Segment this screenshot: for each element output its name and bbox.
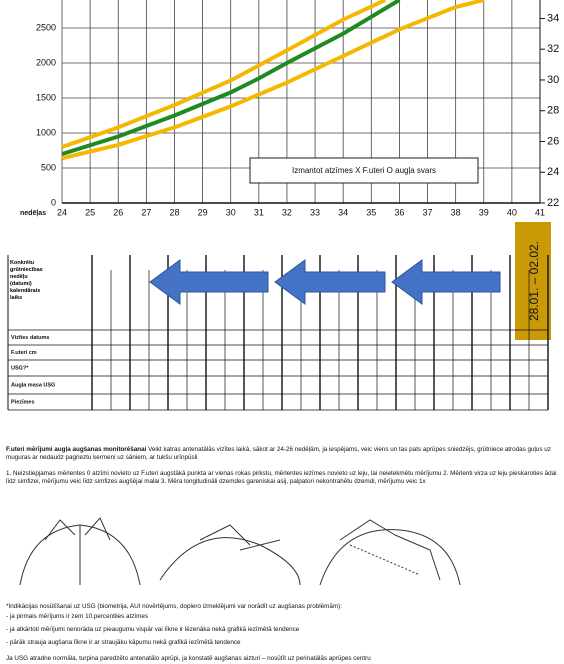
x-tick-label: 41 (535, 207, 545, 217)
row-label: Augļa masa USG (11, 382, 55, 388)
y-tick-label: 0 (51, 197, 56, 207)
x-tick-label: 30 (226, 207, 236, 217)
x-tick-label: 33 (310, 207, 320, 217)
x-tick-label: 27 (141, 207, 151, 217)
y2-tick-label: 30 (547, 74, 559, 86)
row-label: Konkrētu grūtniecības nedēļu (datumi) ka… (10, 260, 43, 301)
bullet: - pārāk strauja augšana līkne ir ar stra… (6, 639, 241, 646)
bullet: - ja pirmais mērījums ir zem 10.percenti… (6, 613, 149, 620)
steps: 1. Neizstiepjamas mērlentes 0 atzīmi nov… (6, 470, 557, 485)
chart: 24 25 26 27 28 29 30 31 32 33 34 35 36 37 38 39 40 41 0 500… (20, 0, 559, 217)
x-tick-label: 39 (479, 207, 489, 217)
x-tick-label: 28 (169, 207, 179, 217)
series-line (61, 0, 401, 156)
intro-title: F.uteri mērījumi augļa augšanas monitorē… (6, 446, 147, 453)
y-tick-label: 500 (41, 162, 56, 172)
row-label: F.uteri cm (11, 350, 37, 356)
x-tick-label: 31 (254, 207, 264, 217)
y2-tick-label: 28 (547, 105, 559, 117)
x-axis-label: nedēļas (20, 210, 46, 217)
x-tick-label: 32 (282, 207, 292, 217)
illustrations (19, 517, 461, 586)
x-tick-label: 38 (451, 207, 461, 217)
x-tick-label: 34 (338, 207, 348, 217)
y-tick-label: 2000 (36, 57, 56, 67)
series-line (61, 0, 387, 149)
arrow (274, 259, 386, 305)
y2-tick-label: 22 (547, 197, 559, 209)
indications: *Indikācijas nosūtīšanai uz USG (biometr… (6, 603, 342, 610)
intro-text: F.uteri mērījumi augļa augšanas monitorē… (6, 446, 558, 462)
row-label-text: Konkrētu grūtniecības nedēļu (datumi) ka… (10, 260, 43, 301)
row-label: Piezīmes (11, 399, 35, 405)
annotation-box (249, 157, 479, 184)
footer-text: Ja USG atradne normāla, turpina paredzēt… (6, 655, 371, 662)
x-tick-label: 26 (113, 207, 123, 217)
series-line (61, 0, 485, 161)
bullet: - ja atkārtoti mērījumi nenorāda uz piea… (6, 626, 300, 633)
arrow (149, 259, 269, 305)
y2-tick-label: 32 (547, 43, 559, 55)
bullet-list: - ja pirmais mērījums ir zem 10.percenti… (6, 613, 558, 652)
y2-tick-label: 26 (547, 135, 559, 147)
row-label: Vizītes datums (11, 335, 49, 341)
x-tick-label: 29 (198, 207, 208, 217)
x-tick-label: 24 (57, 207, 67, 217)
x-tick-label: 25 (85, 207, 95, 217)
row-label: USG?* (11, 365, 29, 371)
x-tick-label: 35 (366, 207, 376, 217)
arrow (391, 259, 501, 305)
period-box (515, 222, 551, 340)
x-tick-label: 36 (394, 207, 404, 217)
x-tick-label: 37 (423, 207, 433, 217)
tracking-table: 28.01. – 02.02. Konkrētu grūtniecības ne… (7, 222, 551, 411)
y-tick-label: 2500 (36, 22, 56, 32)
y-tick-label: 1000 (36, 127, 56, 137)
period-label: 28.01. – 02.02. (527, 241, 541, 321)
x-tick-label: 40 (507, 207, 517, 217)
y2-tick-label: 24 (547, 166, 559, 178)
y-tick-label: 1500 (36, 92, 56, 102)
annotation: Izmantot atzīmes X F.uteri O augļa svars (292, 166, 436, 175)
intro: Veikt katras antenatālās vizītes laikā, … (6, 446, 551, 461)
y2-tick-label: 34 (547, 12, 559, 24)
